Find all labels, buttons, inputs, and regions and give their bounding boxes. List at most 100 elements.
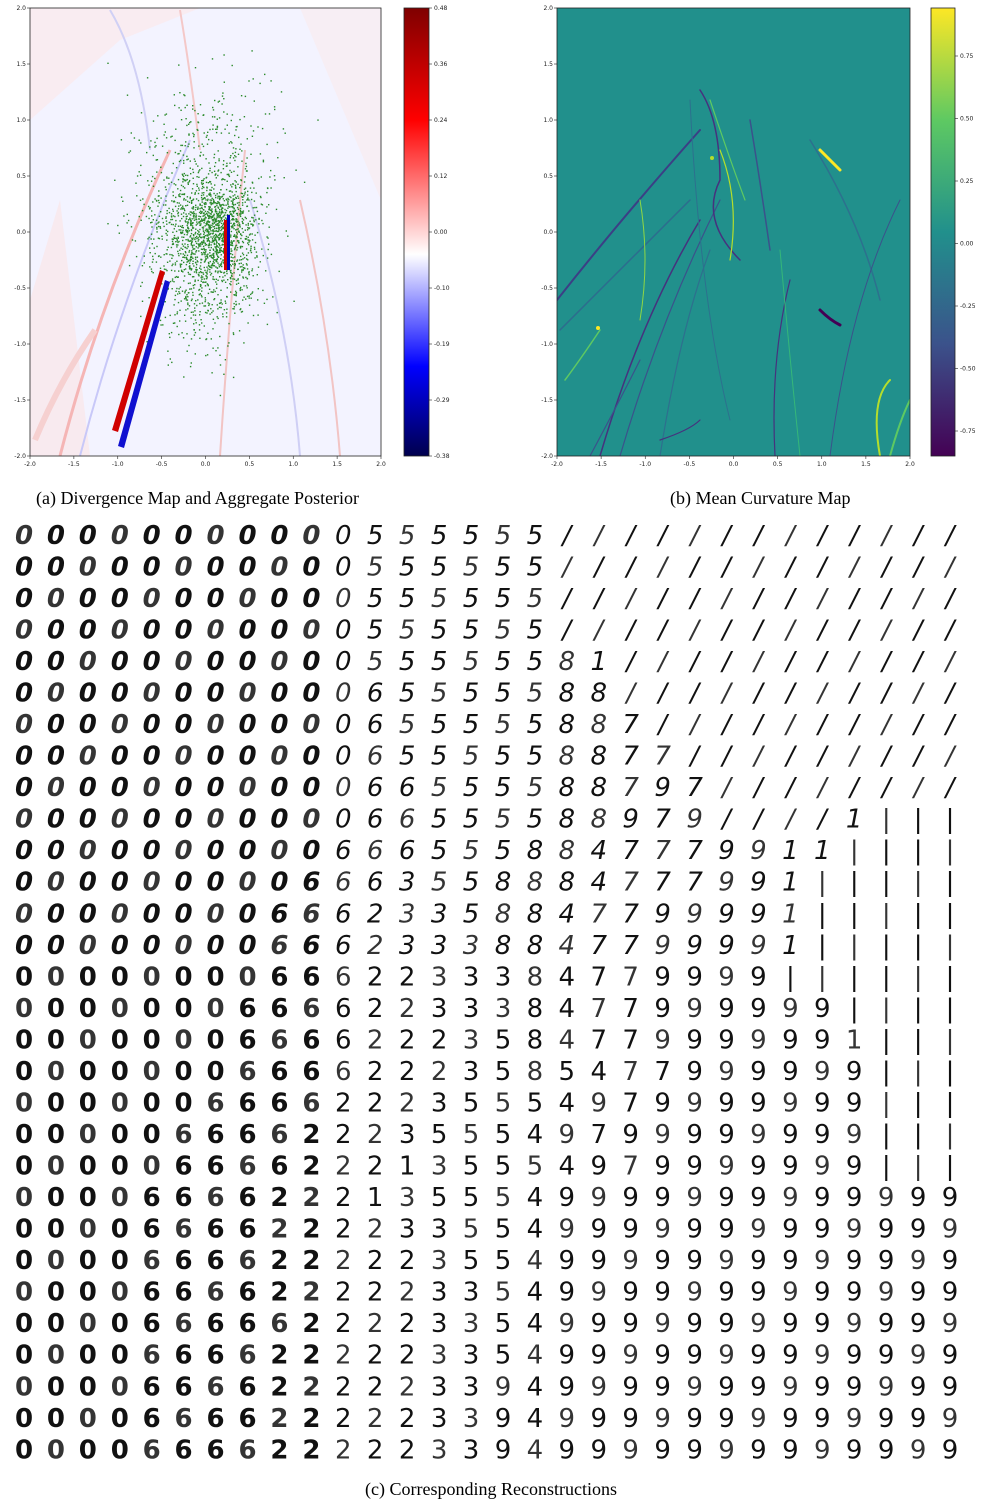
reconstruction-digit: / [880, 521, 894, 551]
reconstruction-digit: 9 [814, 1057, 831, 1087]
reconstruction-digit: 4 [527, 1246, 544, 1276]
reconstruction-digit: 7 [654, 742, 671, 772]
divergence-y-axis: 2.0 1.5 1.0 0.5 0.0 -0.5 -1.0 -1.5 -2.0 [14, 5, 30, 460]
reconstruction-digit: 0 [47, 931, 65, 961]
reconstruction-digit: | [818, 931, 827, 961]
reconstruction-digit: 9 [846, 1183, 863, 1213]
reconstruction-digit: | [882, 1089, 891, 1119]
reconstruction-digit: 0 [302, 710, 320, 740]
reconstruction-digit: 5 [527, 1152, 544, 1182]
reconstruction-digit: | [850, 899, 859, 929]
reconstruction-digit: / [944, 710, 958, 740]
reconstruction-digit: 5 [463, 679, 480, 709]
reconstruction-digit: 0 [111, 742, 129, 772]
reconstruction-digit: / [688, 616, 702, 646]
reconstruction-digit: 0 [15, 805, 33, 835]
reconstruction-digit: 8 [591, 710, 608, 740]
reconstruction-digit: 9 [622, 1309, 639, 1339]
reconstruction-digit: / [848, 773, 862, 803]
reconstruction-digit: 2 [270, 1246, 288, 1276]
reconstruction-digit: 0 [111, 1152, 129, 1182]
reconstruction-digit: 8 [559, 868, 576, 898]
reconstruction-digit: 5 [495, 679, 512, 709]
reconstruction-digit: 9 [910, 1341, 927, 1371]
reconstruction-digit: 9 [654, 1120, 671, 1150]
reconstruction-digit: | [850, 994, 859, 1024]
reconstruction-digit: 0 [143, 1057, 161, 1087]
reconstruction-digit: 9 [846, 1246, 863, 1276]
reconstruction-digit: / [688, 710, 702, 740]
reconstruction-digit: 0 [207, 742, 225, 772]
reconstruction-digit: / [688, 521, 702, 551]
reconstruction-digit: 3 [399, 1120, 416, 1150]
reconstruction-digit: 5 [495, 1120, 512, 1150]
reconstruction-digit: 9 [750, 1152, 767, 1182]
reconstruction-digit: 9 [718, 868, 735, 898]
divergence-y-tick-label: -1.5 [14, 397, 26, 404]
reconstruction-digit: / [752, 805, 766, 835]
reconstruction-digit: 6 [175, 1404, 193, 1434]
reconstruction-digit: 0 [175, 616, 193, 646]
reconstruction-digit: 5 [495, 1183, 512, 1213]
reconstruction-digit: 5 [495, 616, 512, 646]
reconstruction-digit: 0 [47, 994, 65, 1024]
reconstruction-digit: 0 [15, 1404, 33, 1434]
reconstruction-digit: 5 [463, 552, 480, 582]
reconstruction-digit: 0 [207, 931, 225, 961]
reconstruction-digit: 5 [527, 552, 544, 582]
reconstruction-digit: 0 [47, 836, 65, 866]
reconstruction-digit: 0 [302, 836, 320, 866]
aggregate-posterior-points [107, 50, 319, 397]
reconstruction-digit: 0 [143, 584, 161, 614]
reconstruction-digit: 0 [79, 1057, 97, 1087]
reconstruction-digit: 5 [399, 710, 416, 740]
reconstruction-digit: 3 [431, 1215, 448, 1245]
reconstruction-digit: 0 [335, 710, 352, 740]
reconstruction-digit: / [752, 647, 766, 677]
reconstruction-digit: 9 [814, 1152, 831, 1182]
reconstruction-digit: 0 [207, 899, 225, 929]
reconstruction-digit: 0 [111, 710, 129, 740]
reconstruction-digit: 1 [782, 899, 799, 929]
reconstruction-digit: 0 [79, 552, 97, 582]
reconstruction-digit: | [914, 836, 923, 866]
reconstruction-digit: | [818, 962, 827, 992]
reconstruction-digit: 9 [910, 1372, 927, 1402]
reconstruction-digit: 0 [47, 805, 65, 835]
reconstruction-digit: 9 [591, 1341, 608, 1371]
reconstruction-digit: | [946, 868, 955, 898]
reconstruction-digit: 2 [399, 1372, 416, 1402]
reconstruction-digit: 5 [495, 1215, 512, 1245]
reconstruction-digit: 5 [431, 647, 448, 677]
reconstruction-digit: 6 [238, 994, 256, 1024]
panel-a-caption: (a) Divergence Map and Aggregate Posteri… [36, 488, 360, 508]
reconstruction-digit: 9 [750, 1435, 767, 1465]
reconstruction-digit: / [688, 647, 702, 677]
reconstruction-digit: 5 [463, 1183, 480, 1213]
reconstruction-digit: 9 [591, 1152, 608, 1182]
reconstruction-digit: 5 [463, 584, 480, 614]
reconstruction-digit: 4 [591, 836, 608, 866]
reconstruction-digit: 9 [654, 1025, 671, 1055]
reconstruction-digit: 0 [238, 742, 256, 772]
reconstruction-digit: 0 [207, 962, 225, 992]
reconstruction-digit: 3 [431, 1341, 448, 1371]
reconstruction-digit: 0 [47, 521, 65, 551]
divergence-colorbar-tick-label: 0.36 [434, 61, 448, 68]
reconstruction-digit: 3 [431, 1152, 448, 1182]
positive-divergence-spike [224, 220, 227, 270]
curvature-x-tick-label: 2.0 [905, 461, 915, 468]
reconstruction-digit: 3 [463, 1341, 480, 1371]
reconstruction-digit: / [560, 552, 574, 582]
reconstruction-digit: 2 [399, 1278, 416, 1308]
reconstruction-row: 0 0 0 0 0 0 0 0 6 6 6 2 3 3 5 8 8 4 7 7 9 9 9 9 1 | | | | | [15, 899, 954, 929]
reconstruction-digit: 9 [750, 1372, 767, 1402]
reconstruction-digit: 4 [527, 1309, 544, 1339]
reconstruction-digit: 9 [654, 1183, 671, 1213]
reconstruction-digit: 6 [175, 1183, 193, 1213]
reconstruction-digit: 9 [846, 1435, 863, 1465]
reconstruction-digit: 0 [79, 868, 97, 898]
reconstruction-digit: 0 [143, 805, 161, 835]
